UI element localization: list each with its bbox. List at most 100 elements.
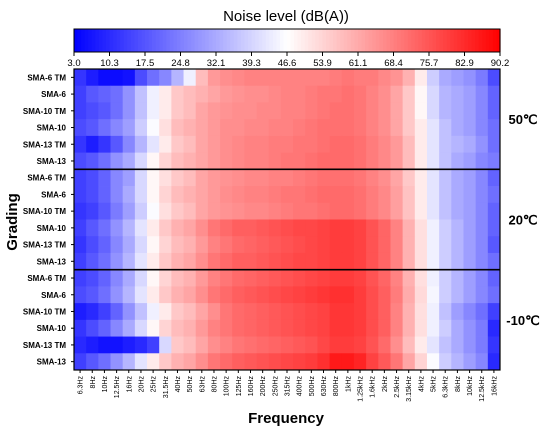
heatmap-cell [256,186,270,204]
heatmap-cell [305,252,318,271]
heatmap-cell [451,319,464,337]
heatmap-cell [475,236,489,254]
heatmap-cell [402,202,416,220]
heatmap-cell [463,303,477,321]
heatmap-cell [353,219,367,237]
heatmap-cell [122,202,136,220]
colorbar-segment [446,29,451,52]
heatmap-cell [426,85,440,103]
heatmap-cell [475,202,489,220]
heatmap-cell [305,85,318,103]
heatmap-cell [353,252,367,271]
colorbar-segment [233,29,238,52]
colorbar-segment [301,29,306,52]
heatmap-cell [220,102,233,120]
heatmap-cell [353,269,367,287]
colorbar-segment [162,29,167,52]
heatmap-cell [341,202,355,220]
colorbar-segment [407,29,412,52]
heatmap-cell [86,202,99,220]
heatmap-cell [439,135,452,154]
heatmap-cell [134,336,148,354]
heatmap-cell [329,336,343,354]
heatmap-cell [220,286,233,304]
heatmap-cell [366,135,379,154]
heatmap-cell [280,69,294,87]
heatmap-cell [256,269,270,287]
heatmap-cell [74,152,87,170]
heatmap-cell [414,135,428,154]
heatmap-cell [487,303,501,321]
x-tick-label: 4kHz [418,376,425,392]
heatmap-cell [439,269,452,287]
heatmap-cell [366,119,379,137]
x-tick-label: 1.25kHz [358,376,365,402]
heatmap-cell [366,152,379,170]
heatmap-cell [329,252,343,271]
heatmap-cell [122,319,136,337]
heatmap-cell [402,286,416,304]
heatmap-cell [232,236,245,254]
heatmap-cell [463,269,477,287]
x-tick-label: 16Hz [126,376,133,393]
heatmap-cell [366,219,379,237]
x-tick-label: 6.3Hz [78,376,85,395]
heatmap-cell [134,69,148,87]
colorbar-segment [223,29,228,52]
heatmap-cell [378,202,391,220]
heatmap-cell [366,236,379,254]
heatmap-cell [426,286,440,304]
heatmap-cell [475,286,489,304]
heatmap-cell [232,135,245,154]
heatmap-cell [183,85,197,103]
heatmap-cell [207,85,221,103]
heatmap-cell [451,119,464,137]
heatmap-cell [341,303,355,321]
heatmap-cell [220,119,233,137]
heatmap-cell [426,69,440,87]
heatmap-cell [268,69,282,87]
heatmap-cell [463,353,477,371]
x-tick-label: 12.5Hz [114,376,121,399]
heatmap-cell [86,85,99,103]
heatmap-cell [366,202,379,220]
heatmap-cell [329,169,343,187]
heatmap-cell [329,219,343,237]
heatmap-cell [475,69,489,87]
row-label: SMA-6 [41,90,66,99]
heatmap-cell [159,186,172,204]
heatmap-cell [171,303,184,321]
heatmap-cell [390,269,404,287]
colorbar-segment [216,29,221,52]
heatmap-cell [353,353,367,371]
colorbar-segment [137,29,143,52]
colorbar-segment [425,29,430,52]
heatmap-cell [402,152,416,170]
heatmap-cell [475,152,489,170]
heatmap-cell [475,219,489,237]
heatmap-cell [426,269,440,287]
heatmap-cell [439,219,452,237]
x-tick-label: 10kHz [467,376,474,396]
heatmap-cell [98,169,111,187]
heatmap-cell [475,353,489,371]
colorbar-tick-label: 61.1 [349,58,368,69]
heatmap-cell [293,336,306,354]
heatmap-cell [366,186,379,204]
colorbar-segment [230,29,235,52]
x-tick-label: 800Hz [333,376,340,397]
heatmap-cell [110,219,124,237]
heatmap-cell [390,152,404,170]
heatmap-cell [147,85,160,103]
heatmap-cell [305,336,318,354]
heatmap-cell [353,69,367,87]
heatmap-cell [353,85,367,103]
colorbar-segment [485,29,490,52]
heatmap-cell [487,336,501,354]
heatmap-cell [220,85,233,103]
heatmap-cell [159,202,172,220]
heatmap-cell [74,69,87,87]
heatmap-cell [463,135,477,154]
heatmap-cell [147,236,160,254]
colorbar-segment [145,29,150,52]
